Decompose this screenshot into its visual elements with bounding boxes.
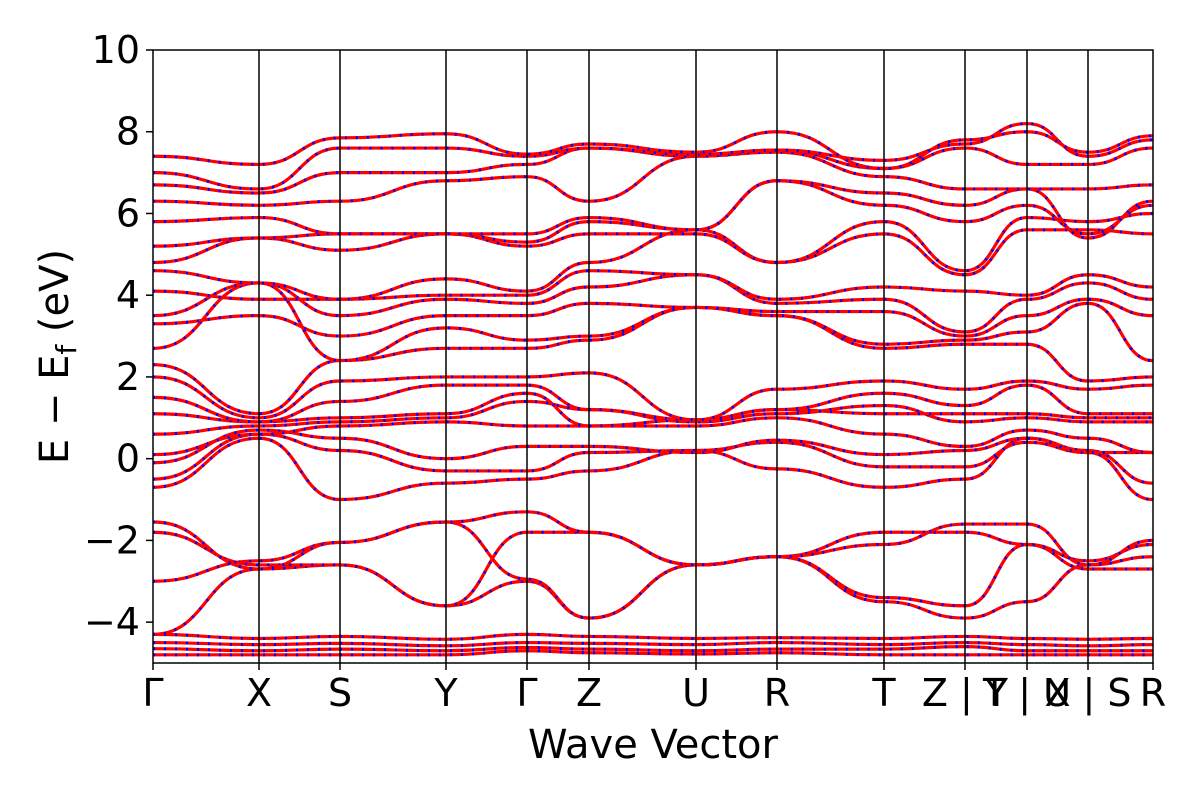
y-axis-label: E − Ef (eV)	[32, 249, 83, 464]
x-tick-label: Γ	[516, 671, 537, 715]
band-16-dotted-line	[153, 371, 1153, 422]
band-3-dotted-line	[153, 641, 1153, 648]
x-tick-label: Z	[576, 671, 602, 715]
band-9-line	[153, 436, 1153, 502]
band-27-line	[153, 146, 1153, 195]
x-tick-label: Γ	[142, 671, 163, 715]
band-6-line	[153, 520, 1153, 620]
plot-frame	[152, 49, 1154, 664]
band-2-line	[153, 645, 1153, 653]
x-tick-label: T | U	[982, 671, 1071, 716]
y-axis-label-subscript: f	[50, 344, 83, 355]
y-axis-label-main: E − E	[32, 355, 78, 465]
y-tick-label: 10	[92, 28, 140, 72]
y-tick-label: 0	[116, 437, 140, 481]
band-20-line	[153, 273, 1153, 334]
x-tick-label: U	[682, 671, 710, 715]
band-7-dotted-line	[153, 530, 1153, 608]
x-tick-label: X	[246, 671, 272, 715]
band-2-dotted-line	[153, 645, 1153, 653]
band-22-line	[153, 228, 1153, 301]
high-symmetry-lines	[258, 50, 1089, 663]
y-axis-ticks: −4 −2 0 2 4 6 8 10	[84, 28, 153, 644]
y-tick-label: 4	[116, 273, 140, 317]
band-24-line	[153, 179, 1153, 248]
x-tick-label: X | S	[1044, 671, 1131, 716]
x-tick-label: S	[328, 671, 352, 715]
band-10-line	[153, 432, 1153, 502]
band-12-dotted-line	[153, 416, 1153, 457]
x-tick-label: R	[764, 671, 790, 715]
x-tick-label: R	[1140, 671, 1166, 715]
x-tick-label: Y	[433, 671, 458, 715]
x-tick-label: T	[871, 671, 896, 715]
x-axis-label: Wave Vector	[528, 722, 779, 768]
band-5-dotted-line	[153, 555, 1153, 636]
band-7-line	[153, 530, 1153, 608]
y-tick-label: −4	[84, 600, 140, 644]
band-4-dotted-line	[153, 632, 1153, 641]
y-tick-label: 6	[116, 191, 140, 235]
bands-layer	[153, 121, 1153, 657]
band-5-line	[153, 555, 1153, 636]
y-tick-label: 2	[116, 355, 140, 399]
band-9-dotted-line	[153, 436, 1153, 502]
band-10-dotted-line	[153, 432, 1153, 502]
band-11-line	[153, 428, 1153, 465]
y-axis-label-unit: (eV)	[32, 249, 78, 345]
x-tick-label: Z | Y	[922, 671, 1009, 716]
band-6-dotted-line	[153, 520, 1153, 620]
band-29-dotted-line	[153, 130, 1153, 171]
band-4-line	[153, 632, 1153, 641]
y-tick-label: −2	[84, 518, 140, 562]
band-1-dotted-line	[153, 649, 1153, 657]
band-3-line	[153, 640, 1153, 648]
y-tick-label: 8	[116, 110, 140, 154]
